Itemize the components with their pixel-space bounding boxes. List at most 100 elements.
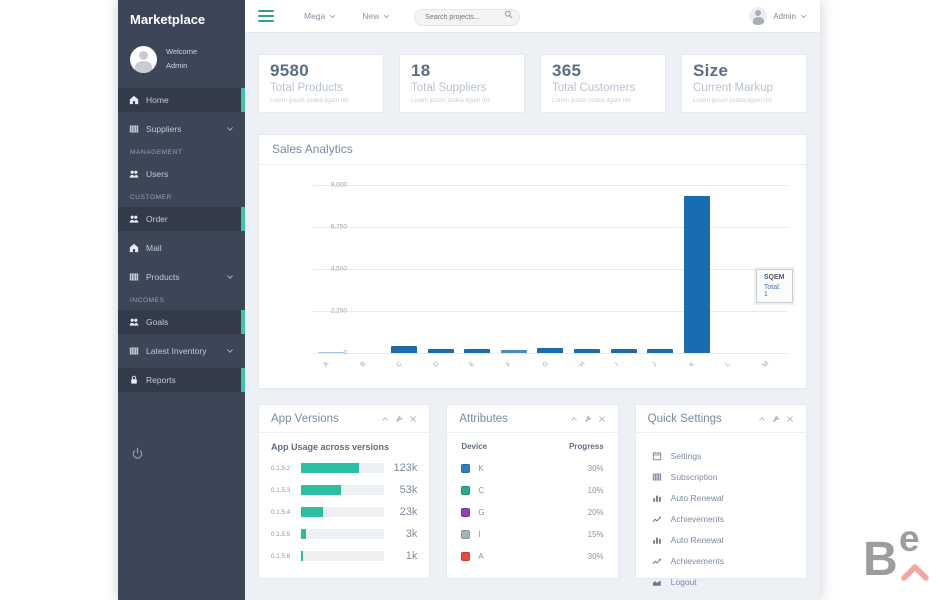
account-menu[interactable]: Admin: [749, 7, 807, 25]
sidebar-item-latest-inventory[interactable]: Latest Inventory: [118, 339, 245, 363]
bar-chart-icon: [652, 493, 662, 503]
user-name: Admin: [166, 61, 188, 71]
app-version-row: 0.1.5.3 53k: [271, 484, 417, 496]
nav-section-label: CUSTOMER: [130, 193, 172, 201]
device-color-swatch: [461, 463, 471, 473]
quick-settings-item-achievements[interactable]: Achievements: [652, 550, 790, 571]
chart-bar-E[interactable]: [464, 349, 491, 353]
search-icon[interactable]: [504, 10, 513, 19]
menu-item-mega[interactable]: Mega: [304, 11, 336, 21]
tooltip-title: SQEM: [763, 274, 785, 281]
version-label: 0.1.5.4: [271, 508, 291, 516]
stat-label: Total Suppliers: [411, 82, 487, 94]
version-label: 0.1.5.6: [271, 552, 291, 560]
chart-bar-G[interactable]: [537, 347, 564, 353]
sidebar-item-home[interactable]: Home: [118, 87, 245, 112]
brand-title: Marketplace: [130, 12, 206, 27]
usage-bar-fill: [301, 507, 323, 517]
line-chart-icon: [652, 514, 662, 524]
chart-bar-H[interactable]: [574, 349, 601, 353]
chevron-up-icon[interactable]: [381, 415, 389, 423]
x-axis-tick-label: C: [395, 360, 404, 369]
bar-slot: [496, 185, 533, 353]
bar-slot: [423, 185, 460, 353]
quick-settings-list: Settings Subscription Auto Renewal Achievem…: [636, 433, 806, 600]
device-column-header: Device: [461, 442, 488, 451]
chevron-up-icon[interactable]: [758, 415, 766, 423]
sidebar-item-goals[interactable]: Goals: [118, 309, 245, 334]
x-axis-tick-label: M: [760, 360, 770, 369]
quick-settings-item-auto-renewal[interactable]: Auto Renewal: [652, 487, 790, 508]
chart-bar-J[interactable]: [647, 348, 674, 353]
sidebar-item-suppliers[interactable]: Suppliers: [118, 117, 245, 141]
app-version-row: 0.1.5.6 1k: [271, 550, 417, 562]
quick-settings-item-subscription[interactable]: Subscription: [652, 466, 790, 487]
chevron-up-icon[interactable]: [570, 415, 578, 423]
stat-card-total-customers: 365 Total Customers Lorem ipsum psdea itgu…: [540, 54, 666, 113]
content: 9580 Total Products Lorem ipsum psdea itgu…: [245, 33, 820, 600]
sidebar-item-products[interactable]: Products: [118, 265, 245, 289]
quick-settings-item-settings[interactable]: Settings: [652, 445, 790, 466]
sidebar-item-order[interactable]: Order: [118, 206, 245, 231]
menu-item-new[interactable]: New: [362, 11, 390, 21]
wrench-icon[interactable]: [395, 415, 403, 423]
lock-icon: [129, 375, 139, 385]
stat-value: Size: [693, 61, 729, 80]
usage-value: 1k: [405, 550, 418, 562]
stats-row: 9580 Total Products Lorem ipsum psdea itgu…: [258, 54, 807, 113]
close-icon[interactable]: [598, 415, 606, 423]
attributes-title: Attributes: [459, 413, 508, 425]
usage-bar-track: [301, 485, 385, 495]
search-input[interactable]: [414, 9, 521, 26]
tooltip-value: Total: 1: [763, 284, 781, 298]
avatar: [130, 45, 157, 73]
calendar-icon: [652, 451, 662, 461]
table-icon: [129, 124, 139, 134]
chart-bar-K[interactable]: [683, 196, 710, 353]
search-wrap: [414, 6, 521, 26]
x-axis-tick-label: F: [504, 360, 513, 369]
quick-settings-item-achievements[interactable]: Achievements: [652, 508, 790, 529]
power-icon[interactable]: [131, 447, 144, 460]
quick-settings-title: Quick Settings: [647, 413, 722, 425]
top-menu: Mega New: [304, 11, 390, 21]
sidebar-item-users[interactable]: Users: [118, 162, 245, 186]
wrench-icon[interactable]: [584, 415, 592, 423]
be-logo-letter-e: e: [899, 518, 920, 559]
sidebar-item-reports[interactable]: Reports: [118, 367, 245, 392]
x-axis-tick-label: E: [468, 360, 477, 369]
app-versions-header: App Versions: [259, 405, 430, 433]
quick-settings-label: Auto Renewal: [670, 534, 724, 545]
bar-slot: [386, 185, 423, 353]
chart-bar-D[interactable]: [427, 348, 454, 353]
chart-bar-I[interactable]: [610, 349, 637, 353]
y-axis-tick-label: 4,500: [330, 265, 347, 273]
be-logo-letter-b: B: [863, 533, 898, 586]
usage-bar-track: [301, 463, 385, 473]
quick-settings-header: Quick Settings: [635, 405, 806, 433]
chevron-down-icon: [226, 273, 234, 281]
stat-value: 365: [552, 61, 582, 80]
sales-analytics-chart: 9,000 6,750 4,500 2,250 0 A B C D E F G H I J K L M SQEM …: [275, 181, 793, 381]
chart-bar-F[interactable]: [500, 350, 527, 353]
menu-item-new-label: New: [362, 11, 380, 21]
chart-bar-C[interactable]: [391, 346, 418, 353]
app-window: Marketplace Welcome Admin Home Suppliers M…: [118, 0, 820, 600]
quick-settings-item-auto-renewal[interactable]: Auto Renewal: [652, 529, 790, 550]
sidebar-item-label: Suppliers: [146, 123, 182, 134]
sales-analytics-title: Sales Analytics: [259, 135, 806, 165]
wrench-icon[interactable]: [772, 415, 780, 423]
usage-value: 23k: [399, 506, 418, 518]
sidebar-user-block: Welcome Admin: [118, 37, 245, 88]
progress-value: 10%: [587, 485, 604, 495]
sidebar-item-mail[interactable]: Mail: [118, 236, 245, 260]
menu-icon[interactable]: [258, 10, 274, 22]
attributes-header: Attributes: [447, 405, 618, 433]
chart-bar-A[interactable]: [318, 351, 345, 353]
card-actions: [381, 415, 417, 423]
close-icon[interactable]: [786, 415, 794, 423]
close-icon[interactable]: [409, 415, 417, 423]
device-color-swatch: [461, 529, 471, 539]
chevron-down-icon: [383, 13, 390, 20]
quick-settings-item-logout[interactable]: Logout: [652, 571, 790, 592]
